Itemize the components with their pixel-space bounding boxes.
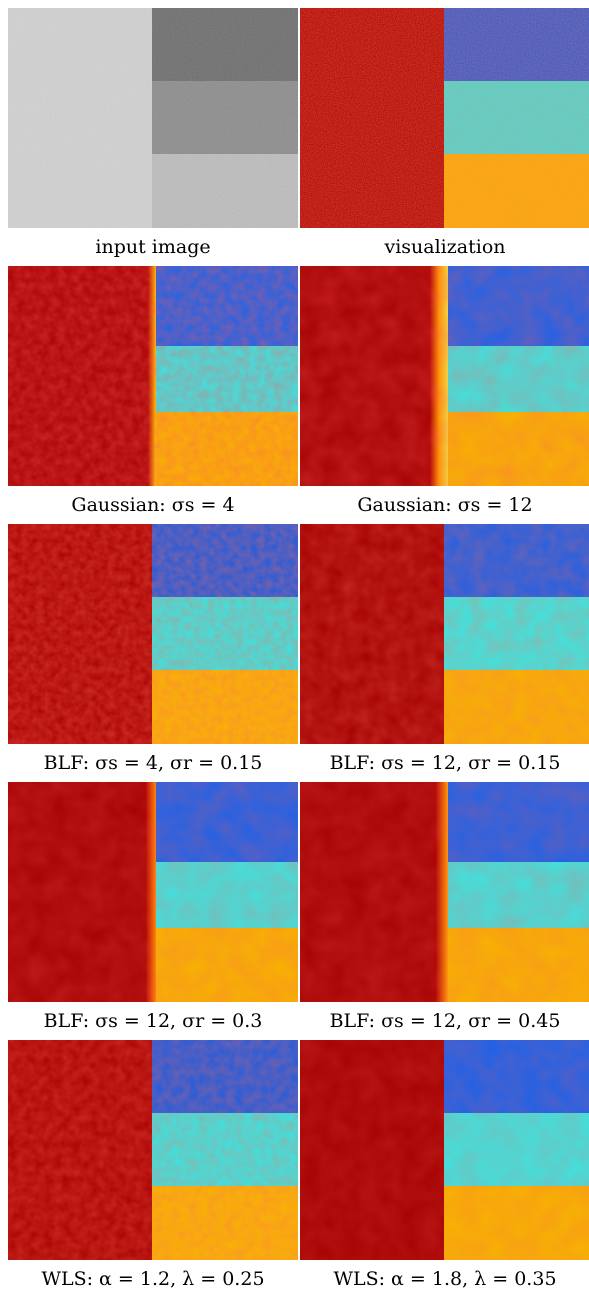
wls-18-035-image (300, 1040, 589, 1260)
caption-gaussian-12: Gaussian: σs = 12 (357, 494, 533, 516)
caption-blf-4-015: BLF: σs = 4, σr = 0.15 (43, 752, 263, 774)
panel-wls-18-035: WLS: α = 1.8, λ = 0.35 (300, 1040, 589, 1290)
panel-blf-12-03: BLF: σs = 12, σr = 0.3 (8, 782, 298, 1032)
gaussian-4-image (8, 266, 298, 486)
panel-input-image: input image (8, 8, 298, 258)
gaussian-12-image (300, 266, 589, 486)
gaussian-12-graphic (300, 266, 589, 486)
caption-visualization: visualization (384, 236, 506, 258)
panel-wls-12-025: WLS: α = 1.2, λ = 0.25 (8, 1040, 298, 1290)
blf-12-045-graphic (300, 782, 589, 1002)
panel-gaussian-4: Gaussian: σs = 4 (8, 266, 298, 516)
panel-blf-12-045: BLF: σs = 12, σr = 0.45 (300, 782, 589, 1032)
blf-12-03-graphic (8, 782, 298, 1002)
blf-4-015-graphic (8, 524, 298, 744)
blf-12-045-image (300, 782, 589, 1002)
caption-wls-12-025: WLS: α = 1.2, λ = 0.25 (41, 1268, 265, 1290)
wls-18-035-graphic (300, 1040, 589, 1260)
blf-12-015-image (300, 524, 589, 744)
blf-12-03-image (8, 782, 298, 1002)
caption-wls-18-035: WLS: α = 1.8, λ = 0.35 (333, 1268, 557, 1290)
panel-gaussian-12: Gaussian: σs = 12 (300, 266, 589, 516)
caption-gaussian-4: Gaussian: σs = 4 (71, 494, 235, 516)
wls-12-025-graphic (8, 1040, 298, 1260)
caption-input-image: input image (95, 236, 211, 258)
blf-4-015-image (8, 524, 298, 744)
gaussian-4-graphic (8, 266, 298, 486)
caption-blf-12-03: BLF: σs = 12, σr = 0.3 (43, 1010, 263, 1032)
caption-blf-12-015: BLF: σs = 12, σr = 0.15 (329, 752, 561, 774)
visualization-image (300, 8, 589, 228)
panel-visualization: visualization (300, 8, 589, 258)
panel-blf-12-015: BLF: σs = 12, σr = 0.15 (300, 524, 589, 774)
input-image-graphic (8, 8, 298, 228)
wls-12-025-image (8, 1040, 298, 1260)
blf-12-015-graphic (300, 524, 589, 744)
input-image (8, 8, 298, 228)
panel-blf-4-015: BLF: σs = 4, σr = 0.15 (8, 524, 298, 774)
caption-blf-12-045: BLF: σs = 12, σr = 0.45 (329, 1010, 561, 1032)
visualization-graphic (300, 8, 589, 228)
